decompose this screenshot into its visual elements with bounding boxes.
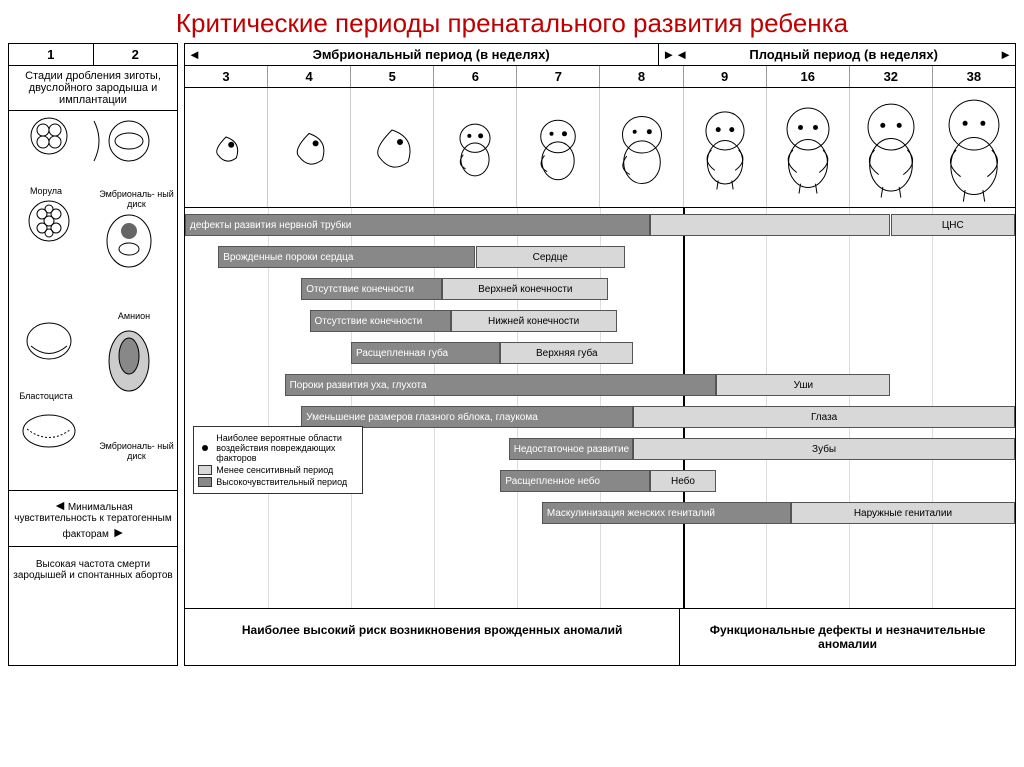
right-column: ◄ Эмбриональный период (в неделях) ►◄ Пл… <box>184 43 1016 666</box>
left-bottom-2: Высокая частота смерти зародышей и спонт… <box>9 547 177 593</box>
embryo-cell <box>268 88 351 207</box>
left-column: 1 2 Стадии дробления зиготы, двуслойного… <box>8 43 178 666</box>
sensitivity-bar: Нижней конечности <box>451 310 617 332</box>
bar-row: Врожденные пороки сердцаСердце <box>185 246 1015 270</box>
period-header: ◄ Эмбриональный период (в неделях) ►◄ Пл… <box>185 44 1015 66</box>
sensitivity-bar: Зубы <box>633 438 1015 460</box>
sensitivity-bar: Глаза <box>633 406 1015 428</box>
week-cell: 4 <box>268 66 351 87</box>
sensitivity-bar: ЦНС <box>891 214 1016 236</box>
legend: Наиболее вероятные области воздействия п… <box>193 426 363 494</box>
bar-row: Отсутствие конечностиВерхней конечности <box>185 278 1015 302</box>
stage-label: Стадии дробления зиготы, двуслойного зар… <box>9 66 177 111</box>
arrow-icon: ►◄ <box>659 44 691 65</box>
sensitivity-bar: Недостаточное развитие эмали <box>509 438 634 460</box>
sensitivity-bar: Пороки развития уха, глухота <box>285 374 717 396</box>
week-cell: 32 <box>850 66 933 87</box>
col2-label: 2 <box>94 44 178 65</box>
bar-row: Расщепленная губаВерхняя губа <box>185 342 1015 366</box>
sensitivity-bar: Маскулинизация женских гениталий <box>542 502 791 524</box>
sensitivity-bar: Отсутствие конечности <box>310 310 451 332</box>
sensitivity-bar: Уши <box>716 374 890 396</box>
col1-label: 1 <box>9 44 94 65</box>
bar-row: Маскулинизация женских гениталийНаружные… <box>185 502 1015 526</box>
fetal-label: Плодный период (в неделях) <box>691 44 996 65</box>
week-cell: 3 <box>185 66 268 87</box>
embryonic-label: Эмбриональный период (в неделях) <box>204 44 660 65</box>
week-cell: 38 <box>933 66 1015 87</box>
bottom-left: Наиболее высокий риск возникновения врож… <box>185 609 680 665</box>
arrow-right-icon: ► <box>996 44 1015 65</box>
bottom-row: Наиболее высокий риск возникновения врож… <box>185 608 1015 665</box>
main-container: 1 2 Стадии дробления зиготы, двуслойного… <box>0 43 1024 666</box>
disc-label-2: Эмбриональ- ный диск <box>99 441 174 461</box>
blastocyst-label: Бластоциста <box>11 391 81 401</box>
dot-icon <box>202 445 208 451</box>
swatch-light <box>198 465 212 475</box>
bar-row: Пороки развития уха, глухотаУши <box>185 374 1015 398</box>
sensitivity-bar: Расщепленное небо <box>500 470 649 492</box>
embryo-cell <box>933 88 1015 207</box>
week-row: 3456789163238 <box>185 66 1015 88</box>
legend-dark: Высокочувствительный период <box>198 477 358 487</box>
embryo-cell <box>600 88 683 207</box>
sensitivity-bar: Наружные гениталии <box>791 502 1015 524</box>
sensitivity-bar: Врожденные пороки сердца <box>218 246 475 268</box>
embryo-cell <box>850 88 933 207</box>
arrow-right-icon: ► <box>112 524 124 540</box>
sensitivity-bar: Уменьшение размеров глазного яблока, гла… <box>301 406 633 428</box>
bars-area: дефекты развития нервной трубки ЦНС Врожде… <box>185 208 1015 608</box>
week-cell: 8 <box>600 66 683 87</box>
legend-light: Менее сенситивный период <box>198 465 358 475</box>
morula-label: Морула <box>11 186 81 196</box>
week-cell: 6 <box>434 66 517 87</box>
amnion-label: Амнион <box>104 311 164 321</box>
min-sensitivity-label: Минимальная чувствительность к тератоген… <box>14 502 172 540</box>
sensitivity-bar: Сердце <box>476 246 625 268</box>
embryo-cell <box>434 88 517 207</box>
sensitivity-bar: Отсутствие конечности <box>301 278 442 300</box>
disc-label-1: Эмбриональ- ный диск <box>99 189 174 209</box>
morula-diagram <box>9 111 179 491</box>
week-cell: 16 <box>767 66 850 87</box>
sensitivity-bar <box>650 214 891 236</box>
bottom-right: Функциональные дефекты и незначительные … <box>680 609 1015 665</box>
embryo-cell <box>185 88 268 207</box>
week-cell: 7 <box>517 66 600 87</box>
sensitivity-bar: дефекты развития нервной трубки <box>185 214 650 236</box>
embryo-cell <box>767 88 850 207</box>
embryo-cell <box>517 88 600 207</box>
page-title: Критические периоды пренатального развит… <box>0 0 1024 43</box>
arrow-left-icon: ◄ <box>185 44 204 65</box>
week-cell: 5 <box>351 66 434 87</box>
embryo-cell <box>351 88 434 207</box>
embryo-cell <box>684 88 767 207</box>
left-diagrams: Морула Эмбриональ- ный диск Амнион Бласт… <box>9 111 177 491</box>
week-cell: 9 <box>684 66 767 87</box>
legend-title: Наиболее вероятные области воздействия п… <box>198 433 358 463</box>
sensitivity-bar: Верхняя губа <box>500 342 633 364</box>
swatch-dark <box>198 477 212 487</box>
arrow-left-icon: ◄ <box>53 497 65 513</box>
left-bottom-1: ◄ Минимальная чувствительность к тератог… <box>9 491 177 547</box>
sensitivity-bar: Расщепленная губа <box>351 342 500 364</box>
sensitivity-bar: Верхней конечности <box>442 278 608 300</box>
sensitivity-bar: Небо <box>650 470 716 492</box>
bar-row: дефекты развития нервной трубки ЦНС <box>185 214 1015 238</box>
bar-row: Отсутствие конечностиНижней конечности <box>185 310 1015 334</box>
left-head: 1 2 <box>9 44 177 66</box>
embryo-row <box>185 88 1015 208</box>
